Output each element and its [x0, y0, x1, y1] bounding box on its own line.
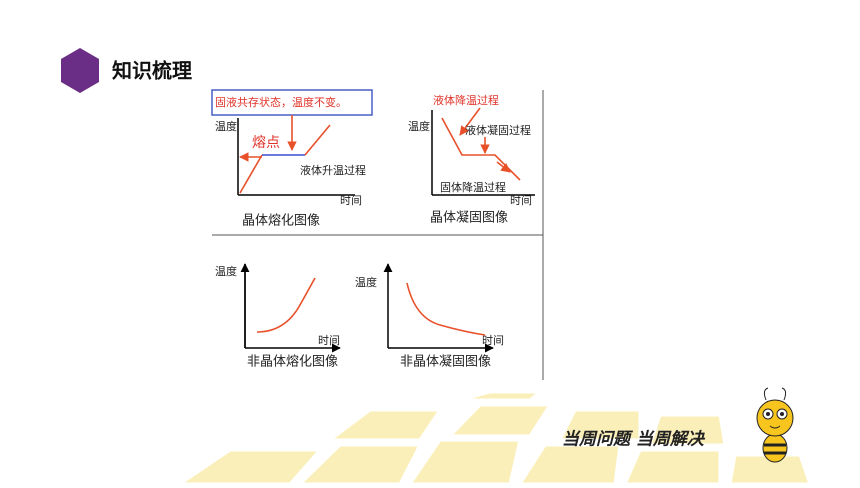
- banner-box: [211, 89, 373, 116]
- annotation: 液体降温过程: [433, 93, 499, 107]
- caption: 非晶体熔化图像: [247, 355, 338, 370]
- arrow: [496, 161, 511, 173]
- header-title: 知识梳理: [112, 59, 192, 83]
- banner: 固液共存状态，温度不变。: [215, 95, 347, 109]
- y-label: 温度: [355, 275, 377, 289]
- curve: [256, 277, 316, 333]
- annotation: 固体降温过程: [440, 180, 506, 194]
- honeycomb: [175, 390, 813, 486]
- bee: [756, 387, 794, 463]
- y-label: 温度: [215, 119, 237, 133]
- annotation: 液体凝固过程: [465, 123, 531, 137]
- x-label: 时间: [318, 334, 340, 347]
- x-label: 时间: [510, 194, 532, 207]
- y-label: 温度: [215, 264, 237, 278]
- curve: [239, 154, 263, 194]
- axes: [431, 110, 535, 196]
- curve: [304, 124, 331, 156]
- annotation: 熔点: [252, 135, 280, 151]
- x-label: 时间: [340, 194, 362, 207]
- caption: 晶体凝固图像: [430, 210, 508, 226]
- x-label: 时间: [482, 334, 504, 347]
- caption: 非晶体凝固图像: [400, 354, 491, 370]
- annotation: 液体升温过程: [300, 163, 366, 177]
- caption: 晶体熔化图像: [242, 214, 320, 229]
- slogan: 当周问题 当周解决: [562, 430, 706, 450]
- y-label: 温度: [408, 119, 430, 133]
- header-icon: [61, 48, 99, 93]
- axes: [237, 118, 355, 196]
- curve: [406, 282, 486, 336]
- arrow: [459, 107, 481, 136]
